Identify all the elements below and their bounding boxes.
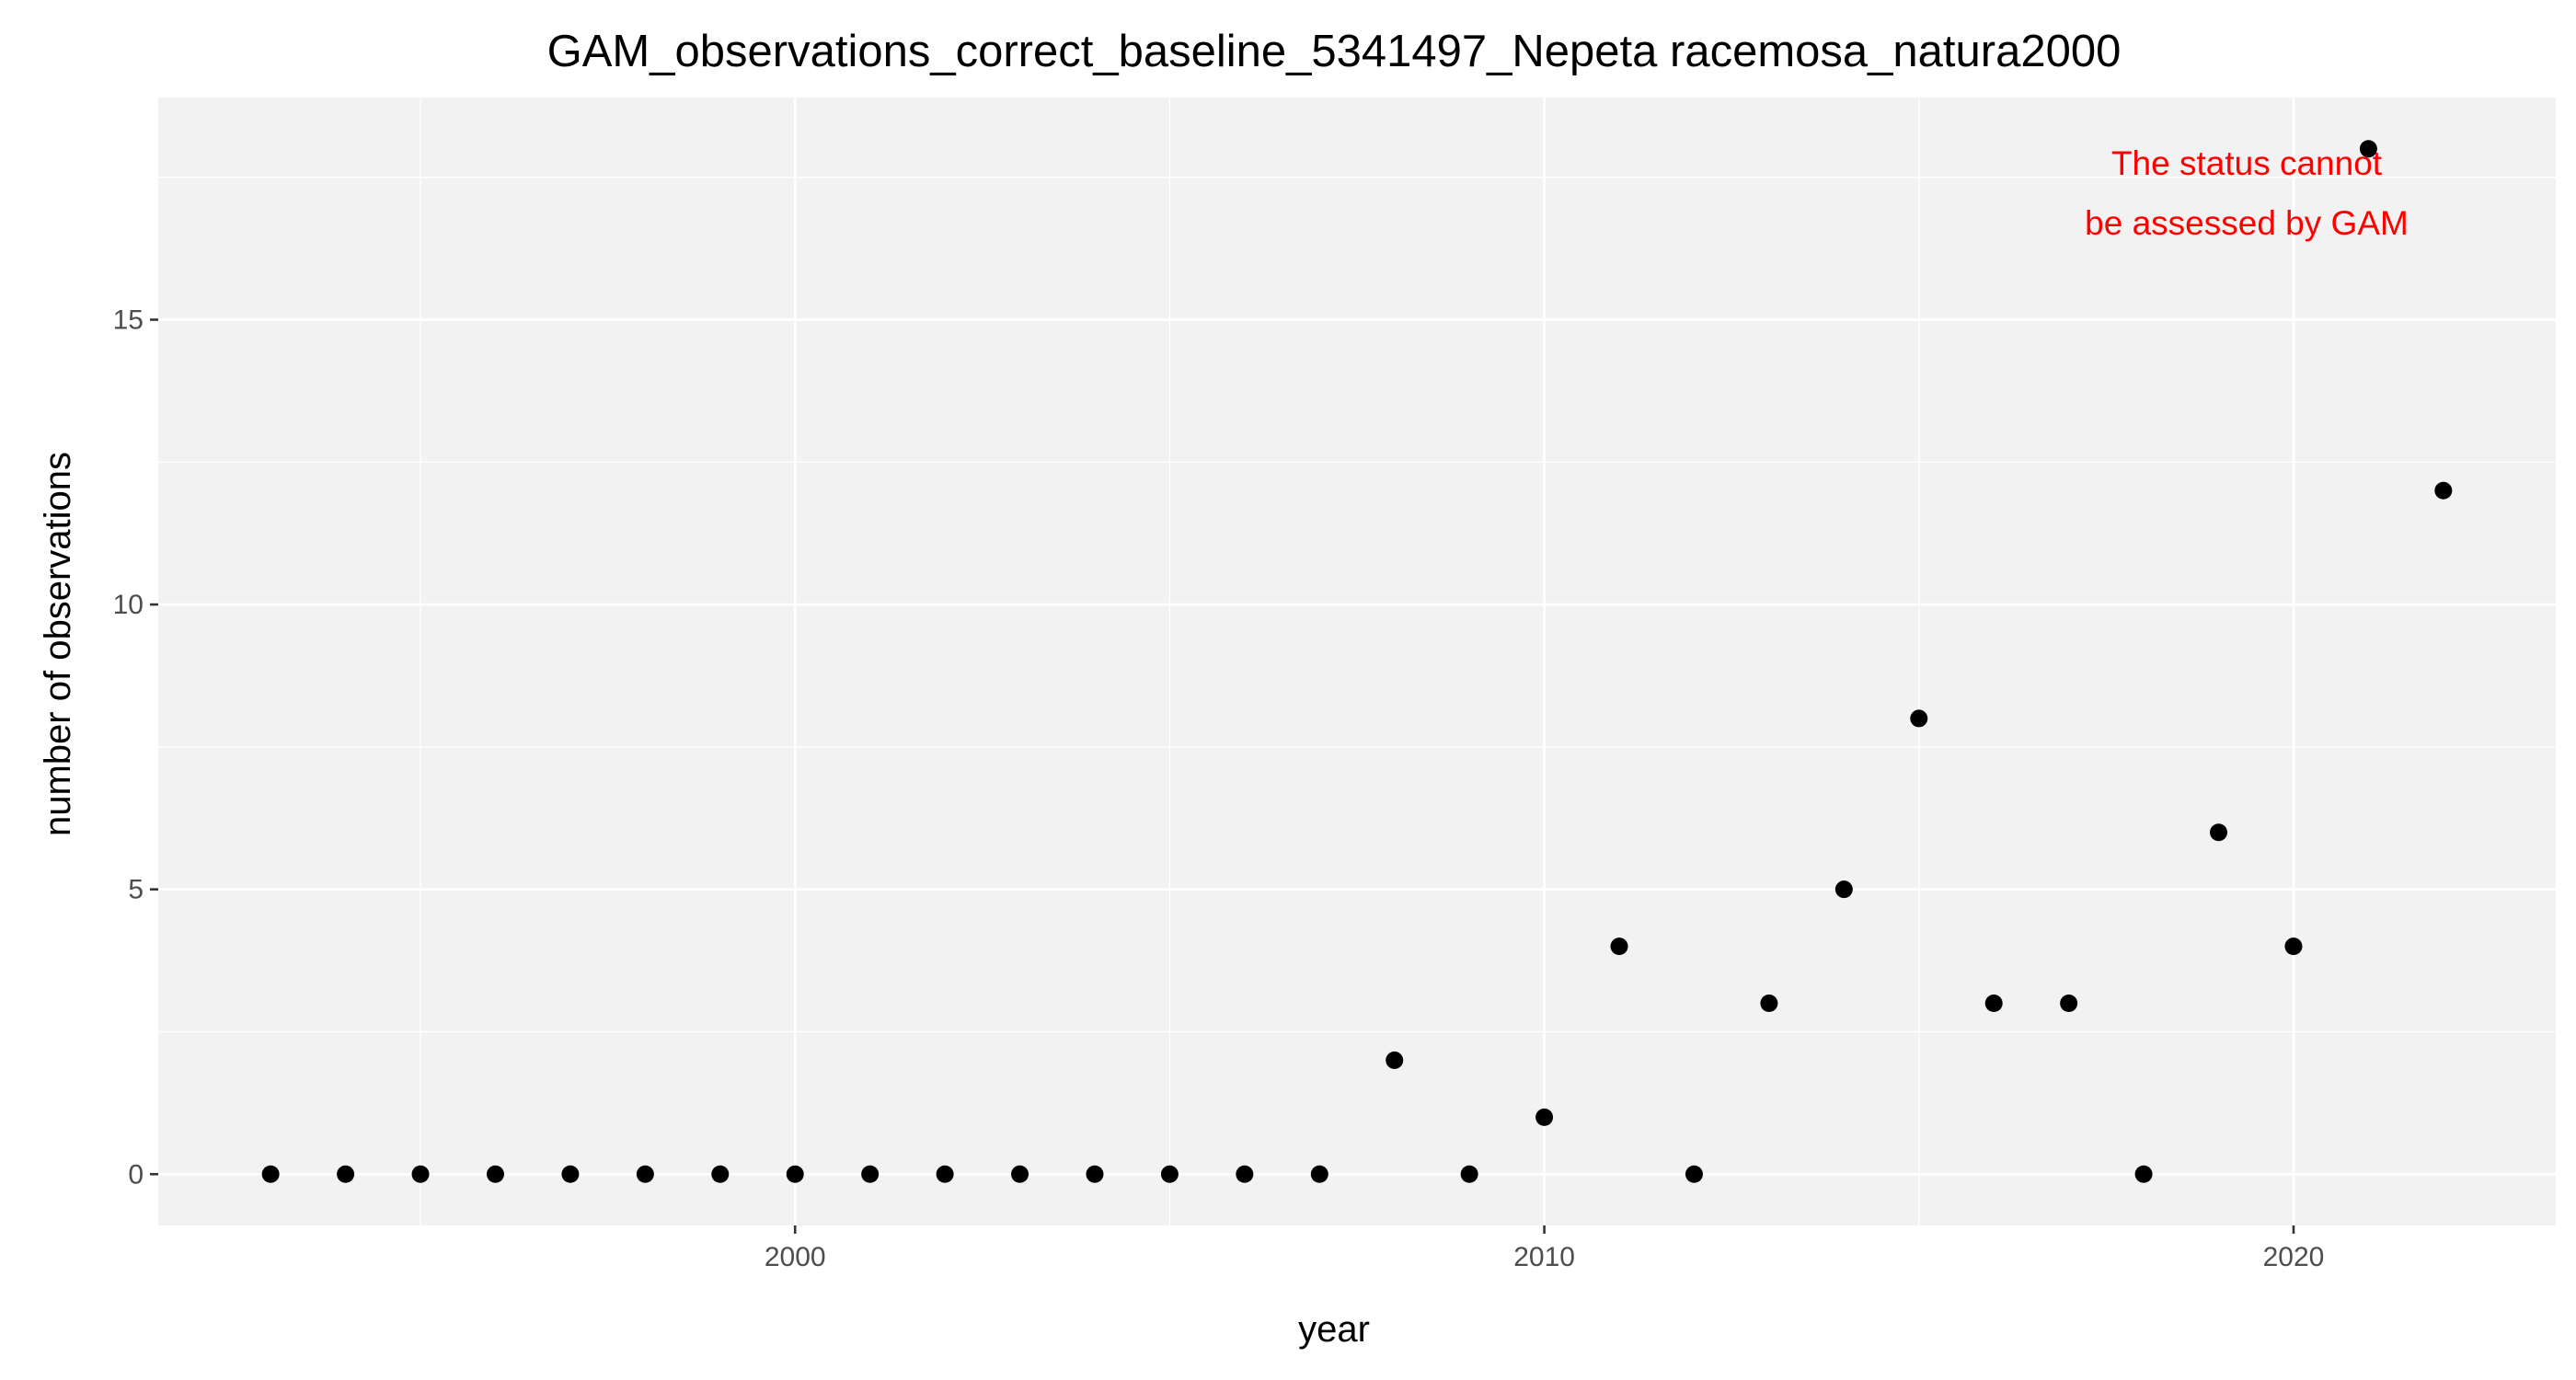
y-axis: 0 5 10 15 <box>113 305 158 1190</box>
x-tick-label: 2010 <box>1513 1242 1575 1272</box>
data-point <box>2060 995 2078 1013</box>
data-point <box>1535 1108 1554 1126</box>
data-point <box>1236 1165 1254 1183</box>
data-point <box>1984 995 2003 1013</box>
panel-background <box>158 98 2556 1225</box>
data-point <box>486 1165 504 1183</box>
x-axis-title: year <box>1298 1309 1370 1350</box>
data-point <box>1610 937 1628 956</box>
y-axis-title: number of observations <box>38 452 78 836</box>
data-point <box>936 1165 954 1183</box>
y-tick-label: 15 <box>113 305 144 335</box>
chart-title: GAM_observations_correct_baseline_534149… <box>547 27 2122 76</box>
y-tick-label: 10 <box>113 590 144 620</box>
data-point <box>1160 1165 1179 1183</box>
data-point <box>261 1165 280 1183</box>
data-point <box>861 1165 880 1183</box>
y-tick-label: 5 <box>128 875 144 905</box>
x-axis: 2000 2010 2020 <box>765 1225 2325 1272</box>
data-point <box>786 1165 804 1183</box>
data-point <box>2134 1165 2153 1183</box>
x-tick-label: 2000 <box>765 1242 826 1272</box>
annotation-line: The status cannot <box>2111 144 2383 182</box>
data-point <box>411 1165 430 1183</box>
data-point <box>1685 1165 1703 1183</box>
data-point <box>1910 709 1928 728</box>
data-point <box>2434 481 2453 500</box>
data-point <box>2359 140 2377 158</box>
data-point <box>711 1165 730 1183</box>
x-tick-label: 2020 <box>2263 1242 2325 1272</box>
data-point <box>1310 1165 1328 1183</box>
status-annotation: The status cannot be assessed by GAM <box>2085 144 2409 242</box>
data-point <box>1386 1051 1404 1069</box>
data-point <box>2210 823 2228 842</box>
data-point <box>1086 1165 1104 1183</box>
data-point <box>636 1165 654 1183</box>
data-point <box>1460 1165 1478 1183</box>
y-tick-label: 0 <box>128 1159 144 1190</box>
data-point <box>561 1165 580 1183</box>
data-points <box>261 140 2453 1183</box>
data-point <box>1834 880 1853 899</box>
annotation-line: be assessed by GAM <box>2085 204 2409 242</box>
data-point <box>1011 1165 1029 1183</box>
data-point <box>1760 995 1778 1013</box>
plot-panel <box>158 98 2556 1225</box>
data-point <box>2284 937 2303 956</box>
data-point <box>337 1165 355 1183</box>
